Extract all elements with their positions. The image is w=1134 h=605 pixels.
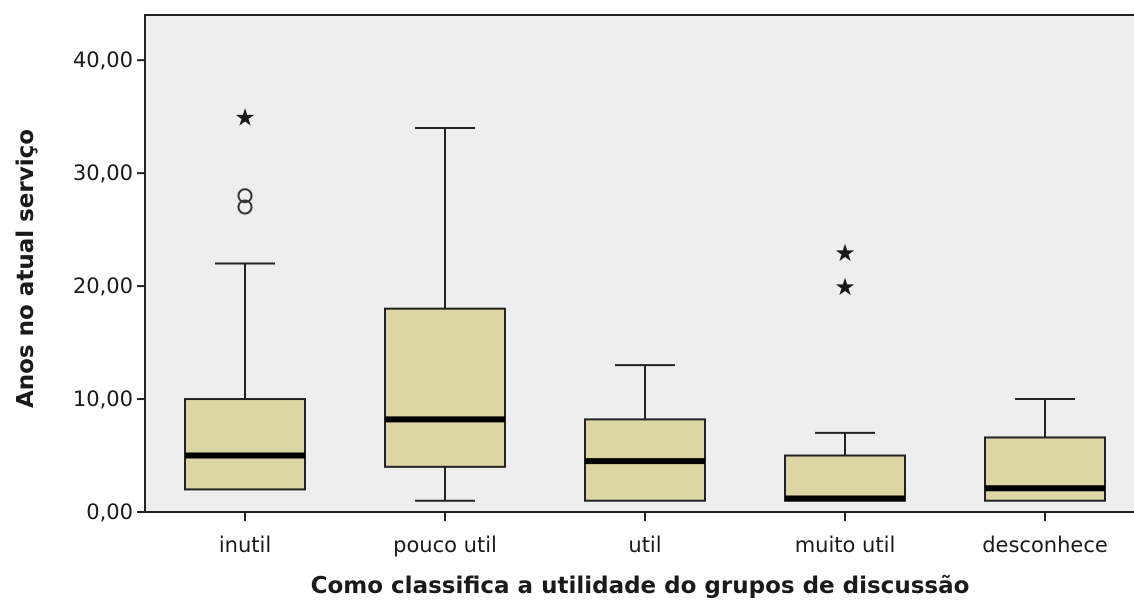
- box-group-inutil: ★: [184, 104, 306, 491]
- y-tick-label: 20,00: [73, 274, 133, 298]
- outlier-point: [237, 188, 253, 204]
- x-tick-label: pouco util: [393, 533, 497, 557]
- boxes: ★★★: [184, 104, 1106, 502]
- y-tick-label: 40,00: [73, 48, 133, 72]
- x-tick-label: inutil: [219, 533, 271, 557]
- box-group-desconhece: [984, 398, 1106, 502]
- extreme-point: ★: [834, 273, 856, 301]
- y-axis-title: Anos no atual serviço: [13, 129, 39, 408]
- y-tick-label: 10,00: [73, 387, 133, 411]
- x-tick-label: util: [628, 533, 661, 557]
- y-tick-label: 0,00: [86, 500, 133, 524]
- x-tick-label: muito util: [795, 533, 896, 557]
- box-group-util: [584, 364, 706, 502]
- y-tick-label: 30,00: [73, 161, 133, 185]
- outlier-point: [237, 199, 253, 215]
- box: [384, 307, 506, 468]
- box-group-pouco-util: [384, 126, 506, 502]
- extreme-point: ★: [834, 239, 856, 267]
- x-axis-title: Como classifica a utilidade do grupos de…: [311, 573, 970, 599]
- extreme-point: ★: [234, 104, 256, 132]
- box-group-muito-util: ★★: [784, 239, 906, 502]
- y-axis: 0,00 10,00 20,00 30,00 40,00: [73, 48, 145, 524]
- box: [784, 454, 906, 502]
- x-tick-label: desconhece: [982, 533, 1108, 557]
- x-axis: inutil pouco util util muito util desconhece: [219, 512, 1108, 557]
- box: [184, 398, 306, 491]
